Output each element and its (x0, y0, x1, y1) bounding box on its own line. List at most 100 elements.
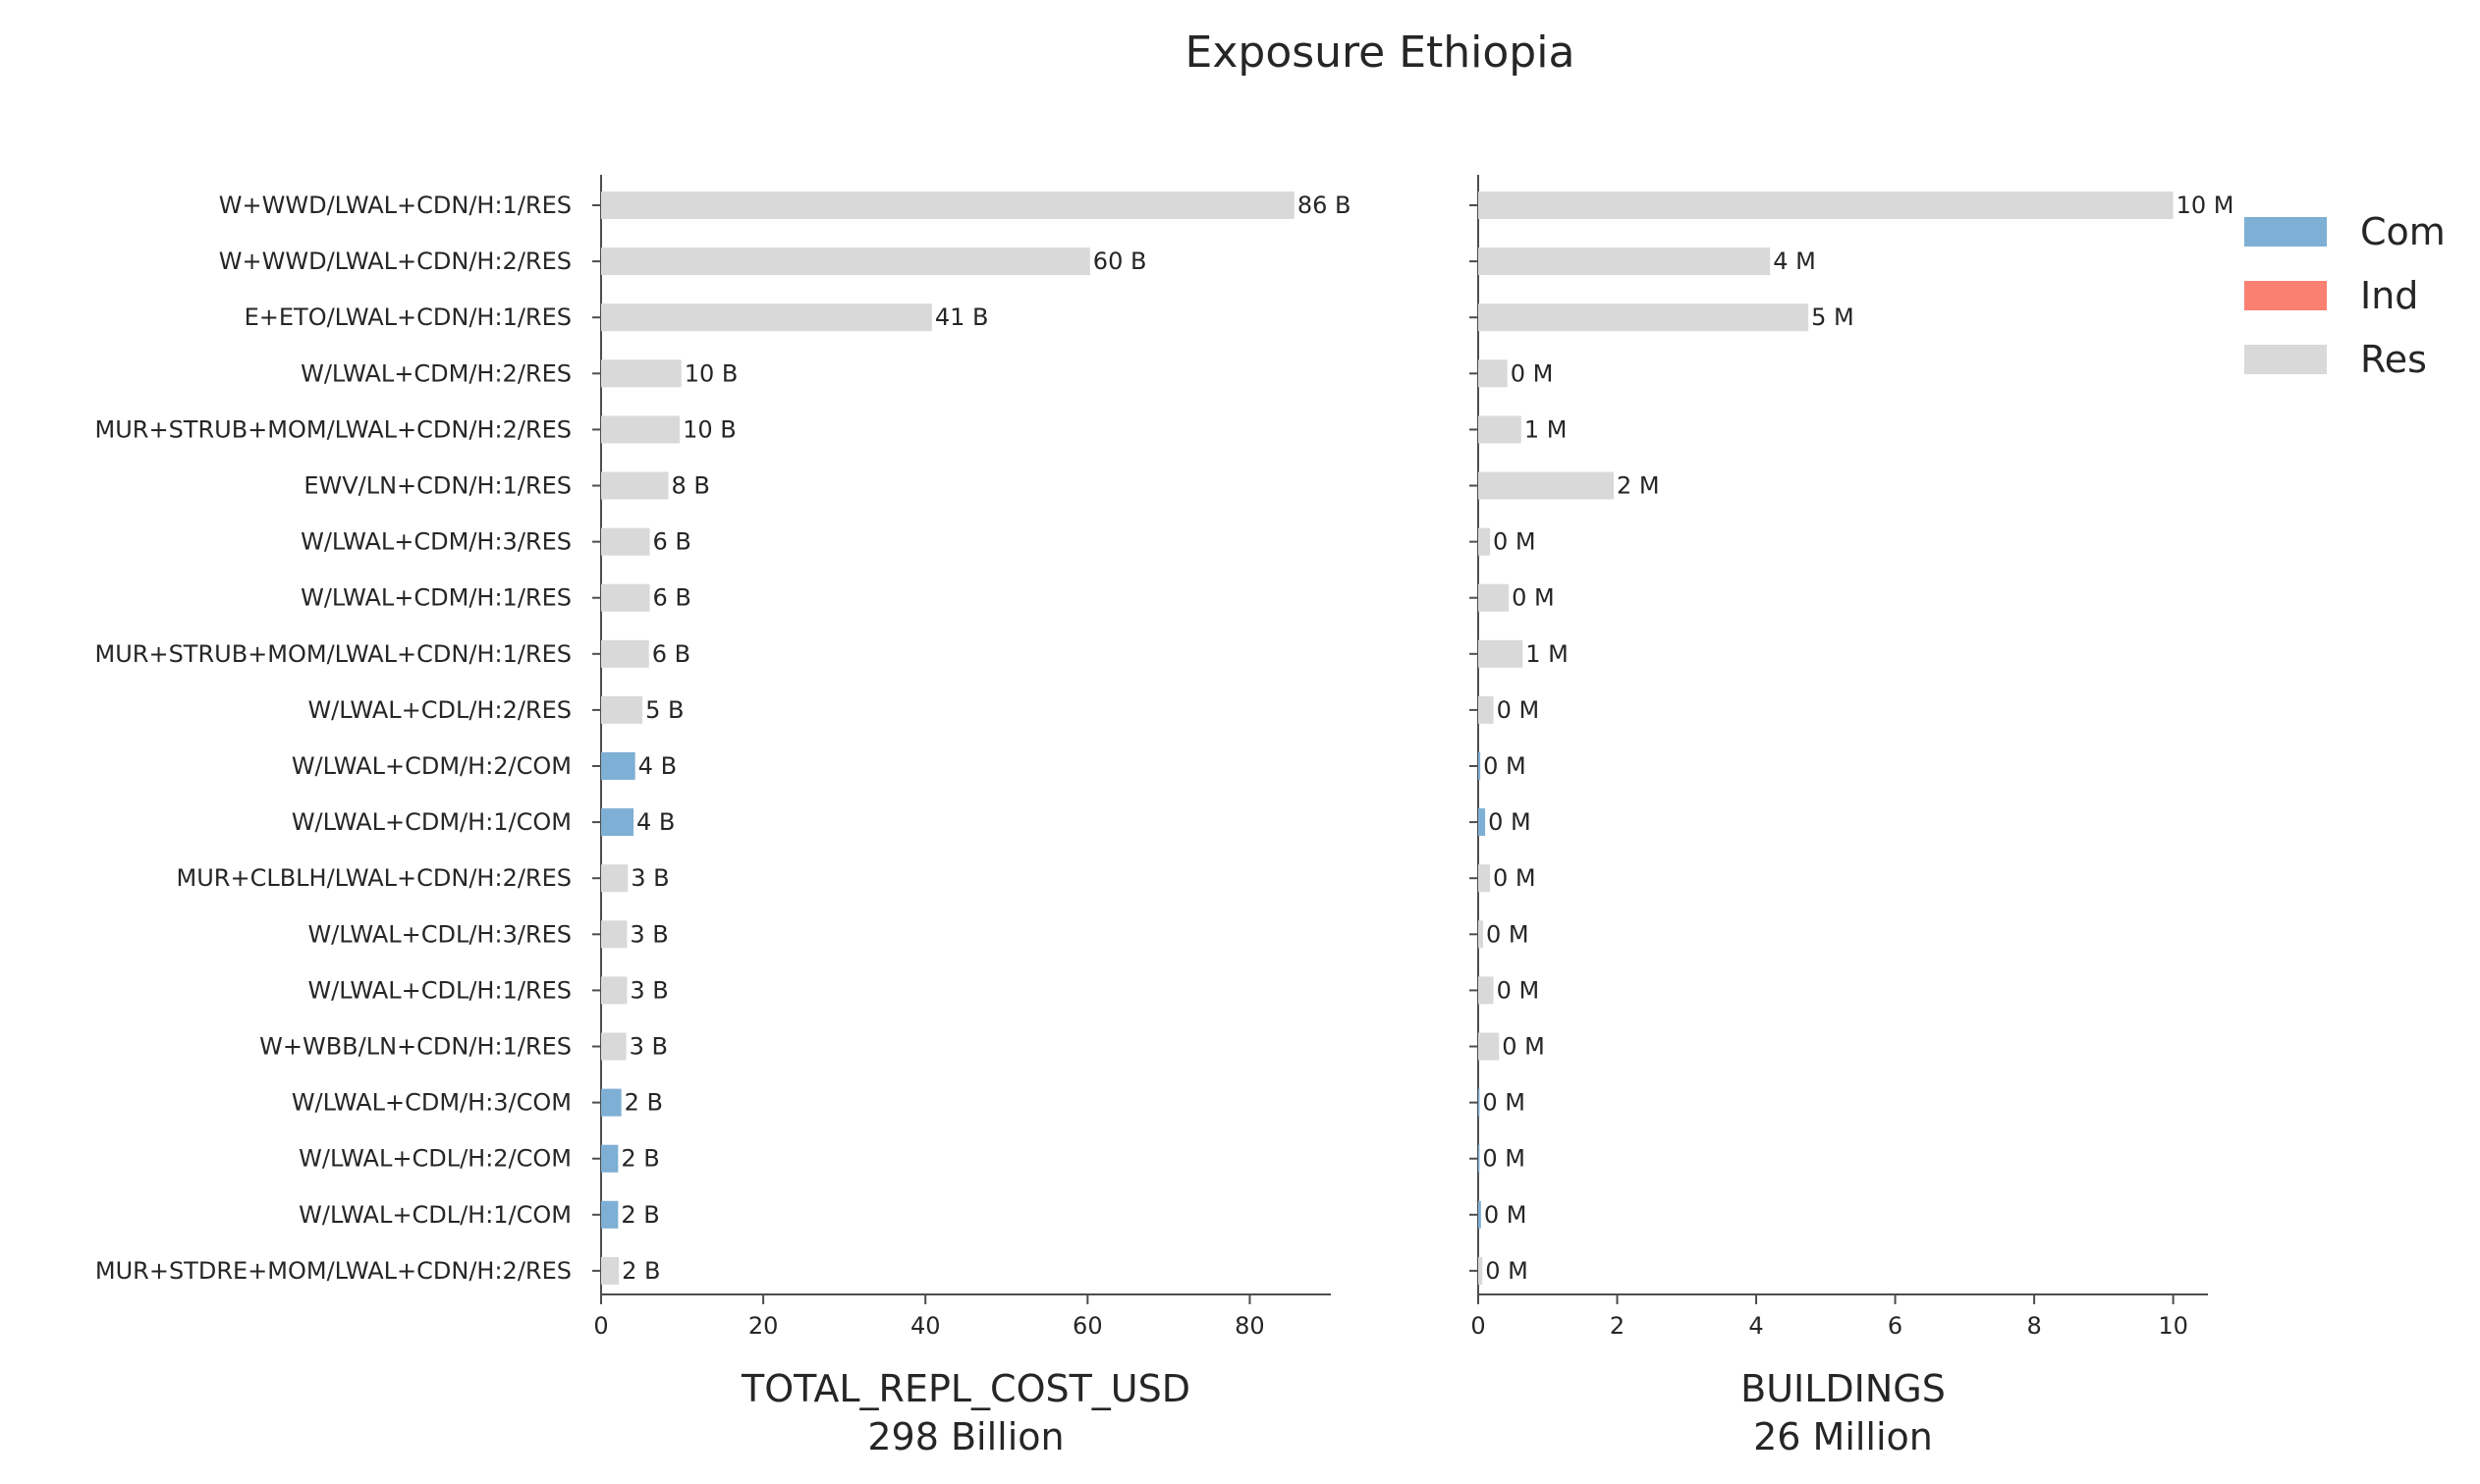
bar (601, 583, 650, 612)
x-tick-label: 0 (593, 1312, 608, 1340)
bar (1478, 471, 1614, 500)
data-label: 0 M (1502, 1033, 1545, 1061)
bar (1478, 1256, 1483, 1285)
bar (1478, 752, 1481, 780)
data-label: 3 B (631, 864, 669, 892)
data-label: 2 B (621, 1201, 659, 1229)
data-label: 0 M (1484, 1201, 1527, 1229)
panel-1: 86 B W+WWD/LWAL+CDN/H:1/RES 60 B W+WWD/LWAL… (95, 175, 1351, 1458)
bar (1478, 1200, 1481, 1229)
legend: Com Ind Res (2244, 210, 2446, 381)
bar (1478, 864, 1491, 893)
bar (1478, 192, 2174, 219)
data-label: 0 M (1511, 359, 1554, 387)
category-label: MUR+STRUB+MOM/LWAL+CDN/H:2/RES (95, 415, 572, 443)
category-label: W/LWAL+CDM/H:2/RES (301, 359, 572, 387)
data-label: 0 M (1497, 976, 1540, 1004)
category-label: EWV/LN+CDN/H:1/RES (303, 472, 572, 500)
data-label: 2 M (1617, 472, 1660, 500)
bar (1478, 415, 1521, 444)
category-label: W/LWAL+CDL/H:1/RES (307, 976, 572, 1004)
data-label: 0 M (1493, 528, 1536, 556)
bar (601, 808, 634, 837)
bar (1478, 1088, 1480, 1117)
bar (601, 976, 628, 1005)
data-label: 6 B (653, 584, 691, 612)
category-label: W/LWAL+CDL/H:3/RES (307, 920, 572, 948)
bar (601, 1144, 619, 1173)
data-label: 1 M (1525, 640, 1569, 668)
category-label: E+ETO/LWAL+CDN/H:1/RES (245, 303, 572, 331)
x-tick-label: 0 (1470, 1312, 1485, 1340)
data-label: 86 B (1297, 192, 1351, 219)
category-label: W/LWAL+CDM/H:3/COM (292, 1089, 572, 1117)
data-label: 0 M (1512, 584, 1555, 612)
data-label: 10 B (685, 359, 739, 387)
bar (601, 752, 635, 780)
legend-item-ind: Ind (2244, 274, 2418, 317)
data-label: 0 M (1493, 864, 1536, 892)
bar (1478, 976, 1494, 1005)
bar (601, 639, 649, 668)
bar (601, 920, 628, 949)
bar (601, 1088, 622, 1117)
bar (1478, 920, 1483, 949)
x-tick-label: 20 (748, 1312, 779, 1340)
data-label: 2 B (621, 1145, 659, 1173)
bar (601, 415, 681, 444)
bar (601, 1032, 627, 1061)
legend-item-res: Res (2244, 338, 2427, 381)
bar (1478, 808, 1486, 837)
x-tick-label: 4 (1748, 1312, 1763, 1340)
bar (601, 247, 1090, 276)
data-label: 4 M (1773, 247, 1816, 275)
category-label: W+WBB/LN+CDN/H:1/RES (259, 1033, 572, 1061)
data-label: 1 M (1524, 415, 1568, 443)
data-label: 6 B (653, 528, 691, 556)
bar (601, 864, 629, 893)
x-tick-label: 10 (2158, 1312, 2188, 1340)
category-label: W/LWAL+CDL/H:1/COM (299, 1201, 572, 1229)
legend-swatch (2244, 217, 2327, 247)
bar (601, 527, 650, 556)
x-tick-label: 80 (1235, 1312, 1265, 1340)
data-label: 3 B (630, 920, 668, 948)
bar (1478, 1144, 1480, 1173)
bar (1478, 527, 1491, 556)
x-tick-label: 40 (910, 1312, 941, 1340)
legend-swatch (2244, 345, 2327, 374)
x-axis-title: TOTAL_REPL_COST_USD (741, 1367, 1190, 1410)
data-label: 0 M (1482, 1145, 1525, 1173)
bar (601, 1256, 620, 1285)
bar (601, 359, 682, 388)
x-axis-subtitle: 298 Billion (867, 1415, 1064, 1458)
legend-label: Ind (2360, 274, 2418, 317)
category-label: W+WWD/LWAL+CDN/H:1/RES (219, 192, 572, 219)
category-label: W/LWAL+CDM/H:3/RES (301, 528, 572, 556)
bar (601, 471, 669, 500)
data-label: 8 B (672, 472, 710, 500)
legend-swatch (2244, 281, 2327, 310)
data-label: 3 B (630, 1033, 668, 1061)
data-label: 2 B (622, 1257, 660, 1285)
category-label: W+WWD/LWAL+CDN/H:2/RES (219, 247, 572, 275)
x-tick-label: 8 (2026, 1312, 2041, 1340)
x-tick-label: 60 (1073, 1312, 1103, 1340)
data-label: 0 M (1486, 920, 1529, 948)
data-label: 3 B (630, 976, 668, 1004)
category-label: MUR+CLBLH/LWAL+CDN/H:2/RES (177, 864, 572, 892)
x-axis-subtitle: 26 Million (1753, 1415, 1933, 1458)
data-label: 41 B (935, 303, 989, 331)
bar (1478, 1032, 1500, 1061)
category-label: W/LWAL+CDM/H:1/RES (301, 584, 572, 612)
chart-title: Exposure Ethiopia (1185, 27, 1575, 78)
legend-item-com: Com (2244, 210, 2446, 253)
data-label: 4 B (638, 752, 677, 780)
bar (1478, 359, 1508, 388)
bar (1478, 639, 1523, 668)
data-label: 0 M (1482, 1089, 1525, 1117)
bar (601, 1200, 619, 1229)
data-label: 5 B (645, 696, 684, 724)
data-label: 0 M (1488, 808, 1531, 836)
